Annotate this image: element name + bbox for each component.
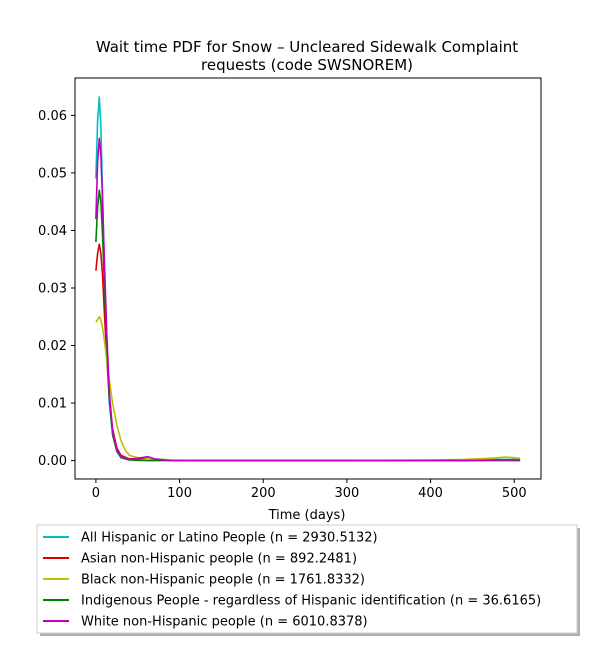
- y-tick-label: 0.06: [38, 109, 67, 124]
- legend-box: [36, 524, 578, 634]
- y-tick-label: 0.00: [38, 454, 67, 469]
- legend: All Hispanic or Latino People (n = 2930.…: [36, 524, 580, 636]
- legend-label: All Hispanic or Latino People (n = 2930.…: [81, 531, 378, 546]
- chart-title-line2: requests (code SWSNOREM): [201, 56, 413, 74]
- legend-label: Indigenous People - regardless of Hispan…: [81, 594, 541, 609]
- series-line-0: [95, 96, 521, 462]
- y-tick-label: 0.05: [38, 166, 67, 181]
- x-tick-label: 500: [502, 486, 527, 501]
- y-tick-label: 0.01: [38, 397, 67, 412]
- x-tick-label: 200: [251, 486, 276, 501]
- x-tick-label: 0: [92, 486, 100, 501]
- y-tick-label: 0.03: [38, 281, 67, 296]
- legend-label: Asian non-Hispanic people (n = 892.2481): [81, 552, 357, 567]
- legend-label: Black non-Hispanic people (n = 1761.8332…: [81, 573, 365, 588]
- series-line-1: [95, 243, 521, 462]
- legend-label: White non-Hispanic people (n = 6010.8378…: [81, 615, 368, 630]
- x-tick-label: 100: [167, 486, 192, 501]
- plot-frame: [74, 77, 542, 480]
- y-tick-label: 0.04: [38, 224, 67, 239]
- plot-area: [95, 96, 521, 462]
- x-axis-label: Time (days): [268, 508, 346, 523]
- x-axis: 0 100 200 300 400 500: [92, 479, 527, 501]
- series-line-2: [95, 315, 521, 462]
- x-tick-label: 400: [418, 486, 443, 501]
- series-line-3: [95, 189, 521, 462]
- x-tick-label: 300: [334, 486, 359, 501]
- y-axis: 0.00 0.01 0.02 0.03 0.04 0.05 0.06: [38, 109, 75, 469]
- chart-title-line1: Wait time PDF for Snow – Uncleared Sidew…: [96, 38, 518, 56]
- y-tick-label: 0.02: [38, 339, 67, 354]
- series-line-4: [95, 137, 521, 462]
